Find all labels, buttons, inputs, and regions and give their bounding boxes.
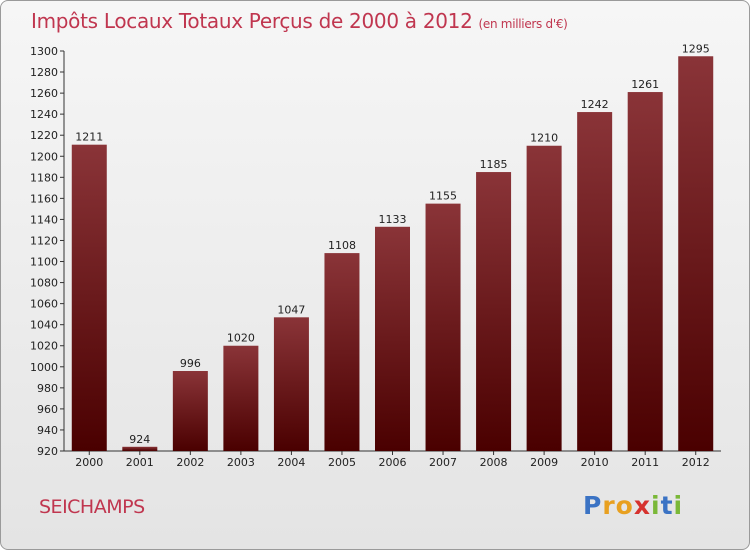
- bar-value-label: 1108: [328, 239, 356, 252]
- y-tick-label: 1020: [30, 340, 58, 353]
- y-tick-label: 1220: [30, 129, 58, 142]
- logo-letter: i: [673, 491, 684, 520]
- proxiti-logo: Proxiti: [583, 491, 683, 520]
- bars: 1211 924 996 1020 1047 1108 1133 1155 1185 1210 12…: [71, 42, 714, 452]
- bar-value-label: 1261: [631, 78, 659, 91]
- logo-letter: o: [615, 491, 634, 520]
- bar-value-label: 1185: [480, 158, 508, 171]
- y-tick-label: 1140: [30, 213, 58, 226]
- y-tick-label: 1000: [30, 361, 58, 374]
- logo-letter: i: [651, 491, 661, 520]
- bar-value-label: 1020: [227, 332, 255, 345]
- bar: [526, 145, 562, 451]
- x-tick-label: 2003: [227, 456, 255, 469]
- y-tick-label: 1240: [30, 108, 58, 121]
- bar-value-label: 1242: [581, 98, 609, 111]
- logo-letter: P: [583, 491, 603, 520]
- x-tick-label: 2004: [277, 456, 305, 469]
- bar: [122, 446, 158, 451]
- bar: [577, 112, 613, 451]
- x-tick-label: 2007: [429, 456, 457, 469]
- bar: [324, 253, 360, 451]
- y-tick-label: 940: [37, 424, 58, 437]
- logo-letter: t: [660, 491, 674, 520]
- x-tick-label: 2008: [480, 456, 508, 469]
- axes: 920 940 960 980 1000 1020 1040 1060 1080 1100 1120…: [30, 45, 721, 469]
- bar: [627, 92, 663, 451]
- y-tick-label: 1300: [30, 45, 58, 58]
- bar-value-label: 924: [129, 433, 150, 446]
- y-tick-label: 1040: [30, 319, 58, 332]
- y-tick-label: 920: [37, 445, 58, 458]
- bar-value-label: 996: [180, 357, 201, 370]
- logo-letter: r: [602, 491, 616, 520]
- bar-value-label: 1047: [277, 303, 305, 316]
- bar: [71, 144, 107, 451]
- title-text: Impôts Locaux Totaux Perçus de 2000 à 20…: [31, 9, 473, 33]
- bar-value-label: 1155: [429, 190, 457, 203]
- y-tick-label: 1060: [30, 298, 58, 311]
- bar: [476, 172, 512, 452]
- y-tick-label: 1200: [30, 150, 58, 163]
- x-tick-label: 2005: [328, 456, 356, 469]
- y-tick-label: 1120: [30, 234, 58, 247]
- y-tick-label: 980: [37, 382, 58, 395]
- commune-name: SEICHAMPS: [39, 496, 145, 518]
- logo-letter: x: [633, 491, 651, 520]
- bar: [678, 56, 714, 452]
- x-tick-label: 2012: [682, 456, 710, 469]
- y-tick-label: 1160: [30, 192, 58, 205]
- y-tick-label: 1100: [30, 256, 58, 269]
- x-tick-label: 2006: [379, 456, 407, 469]
- bar-value-label: 1211: [75, 131, 103, 144]
- y-tick-label: 960: [37, 403, 58, 416]
- x-tick-label: 2009: [530, 456, 558, 469]
- x-tick-label: 2000: [75, 456, 103, 469]
- bar: [273, 317, 309, 451]
- bar-value-label: 1210: [530, 132, 558, 145]
- bar-value-label: 1295: [682, 42, 710, 55]
- x-tick-label: 2001: [126, 456, 154, 469]
- y-tick-label: 1080: [30, 277, 58, 290]
- y-tick-label: 1260: [30, 87, 58, 100]
- chart-title: Impôts Locaux Totaux Perçus de 2000 à 20…: [31, 9, 568, 33]
- bar: [223, 345, 259, 451]
- x-tick-label: 2011: [631, 456, 659, 469]
- y-tick-label: 1280: [30, 66, 58, 79]
- chart-subtitle: (en milliers d'€): [478, 17, 568, 31]
- bar: [425, 203, 461, 451]
- bar: [375, 226, 410, 451]
- bar: [172, 371, 208, 451]
- bar-value-label: 1133: [379, 213, 407, 226]
- x-tick-label: 2010: [581, 456, 609, 469]
- y-tick-label: 1180: [30, 171, 58, 184]
- x-tick-label: 2002: [176, 456, 204, 469]
